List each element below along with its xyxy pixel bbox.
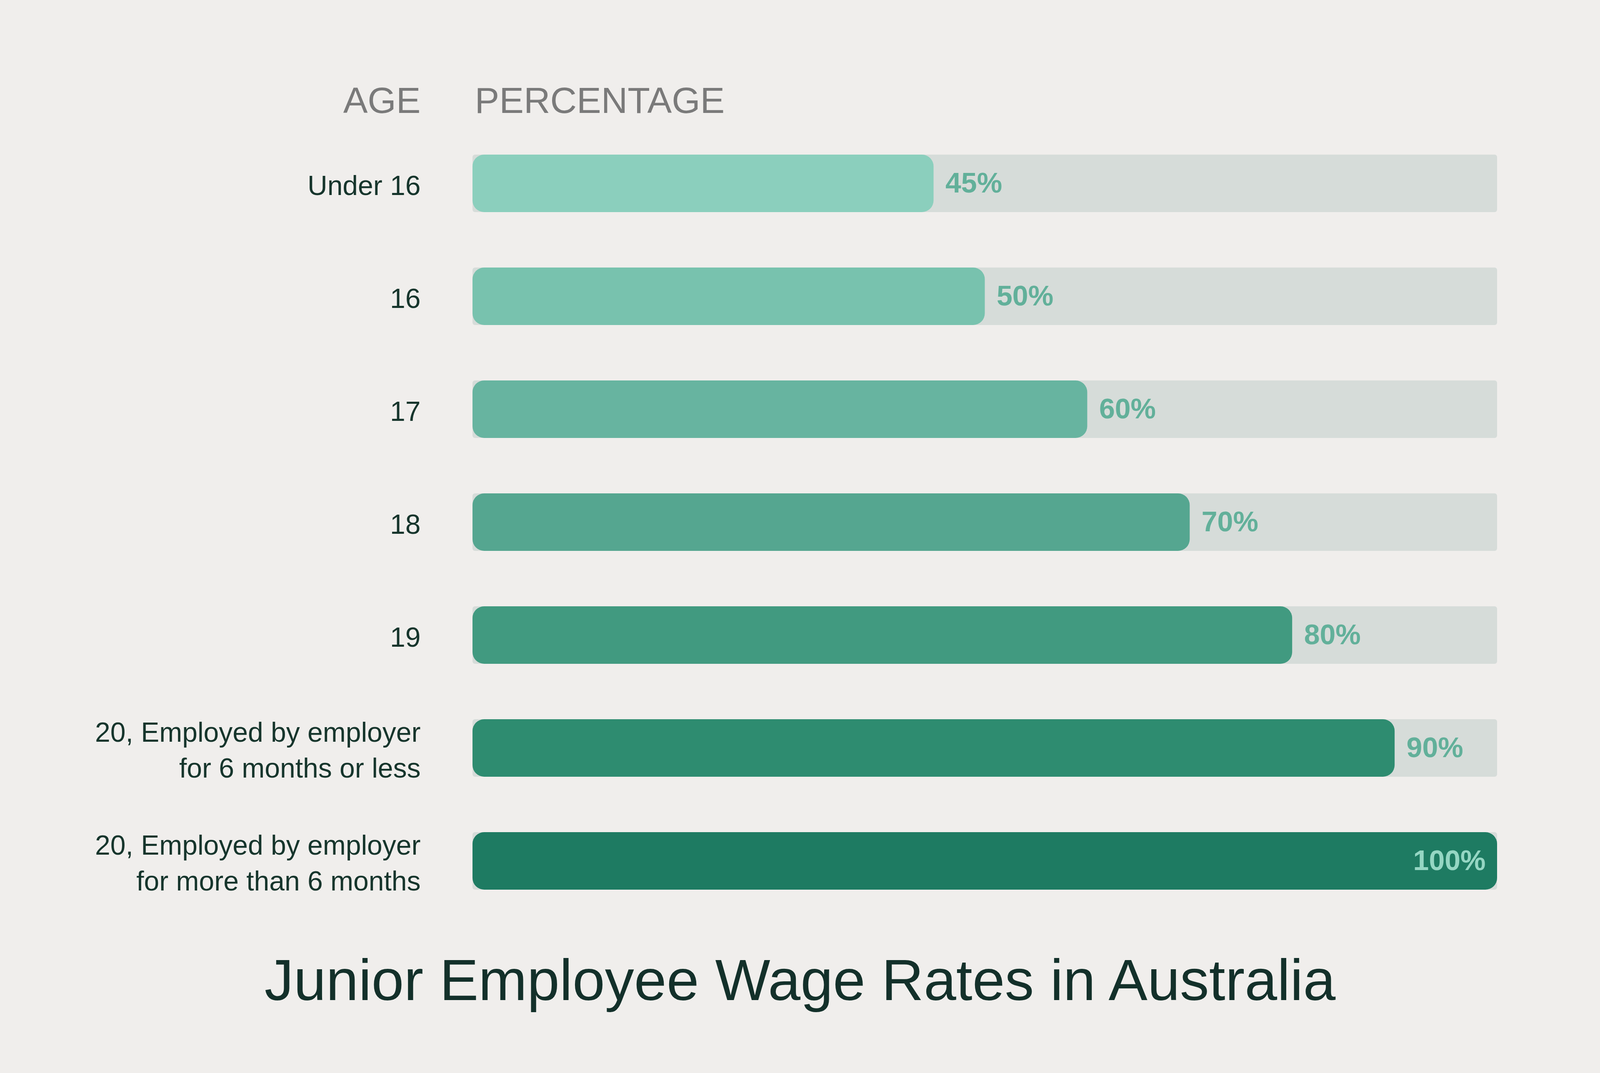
svg-text:17: 17 [390, 395, 421, 427]
html-text:Junior Employee Wage Rates in: Junior Employee Wage Rates in Australia [264, 947, 1336, 1013]
svg-text:19: 19 [390, 621, 421, 653]
svg-text:20, Employed by employerfor mo: 20, Employed by employerfor more than 6 … [95, 829, 421, 897]
svg-text:80%: 80% [1304, 618, 1361, 650]
svg-text:60%: 60% [1099, 392, 1156, 425]
svg-text:AGE: AGE [343, 79, 421, 121]
svg-text:Under 16: Under 16 [307, 170, 421, 201]
svg-text:20, Employed by employerfor 6: 20, Employed by employerfor 6 months or … [95, 716, 421, 784]
svg-text:90%: 90% [1406, 731, 1464, 763]
svg-text:16: 16 [390, 282, 421, 314]
svg-text:50%: 50% [996, 279, 1054, 312]
svg-text:45%: 45% [945, 166, 1003, 199]
svg-text:18: 18 [390, 508, 421, 540]
svg-text:70%: 70% [1201, 505, 1259, 538]
svg-text:100%: 100% [1413, 844, 1486, 876]
svg-text:PERCENTAGE: PERCENTAGE [475, 79, 725, 121]
